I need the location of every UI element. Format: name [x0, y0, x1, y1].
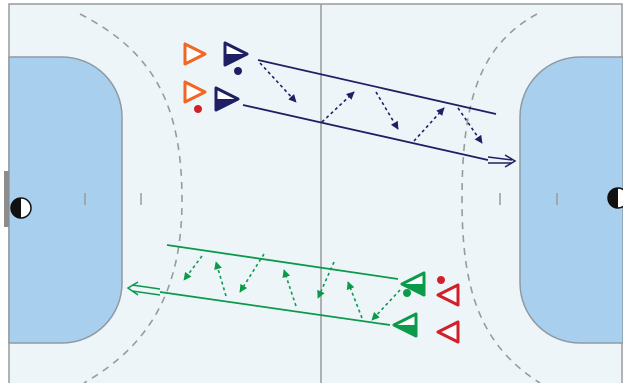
navy-ball-icon	[234, 67, 242, 75]
left-goalkeeper-icon	[10, 197, 32, 219]
right-goalkeeper-icon	[607, 187, 623, 209]
green-pass-arrow	[346, 281, 363, 319]
green-shot-arrow-icon	[126, 281, 161, 296]
green-attacker-icon	[392, 312, 418, 338]
navy-attacker-icon	[214, 86, 240, 112]
right-goal-area	[519, 56, 623, 344]
navy-shot-arrow-icon	[487, 154, 517, 168]
green-ball-icon	[403, 289, 411, 297]
navy-pass-arrow	[413, 107, 445, 142]
green-pass-arrow	[317, 261, 335, 299]
green-pass-arrow	[239, 253, 265, 293]
red-ball-icon	[437, 276, 445, 284]
left-free-throw-line	[79, 13, 183, 383]
green-pass-arrow	[183, 255, 203, 281]
navy-run-line	[257, 59, 497, 115]
navy-attacker-icon	[223, 41, 249, 67]
navy-pass-arrow	[375, 91, 399, 130]
orange-defender-icon	[183, 42, 207, 66]
green-run-line	[166, 244, 399, 280]
left-goal-area	[8, 56, 123, 344]
red-defender-icon	[436, 320, 460, 344]
green-pass-arrow	[282, 269, 297, 307]
left-goal	[4, 171, 9, 227]
red-ball-icon	[194, 105, 202, 113]
red-defender-icon	[436, 283, 460, 307]
navy-pass-arrow	[457, 107, 483, 144]
green-attacker-icon	[400, 271, 426, 297]
orange-defender-icon	[183, 80, 207, 104]
navy-pass-arrow	[321, 91, 355, 123]
navy-run-line	[242, 104, 489, 161]
navy-pass-arrow	[259, 62, 297, 103]
green-run-line	[159, 291, 391, 326]
green-pass-arrow	[371, 289, 401, 321]
right-free-throw-line	[461, 13, 541, 383]
